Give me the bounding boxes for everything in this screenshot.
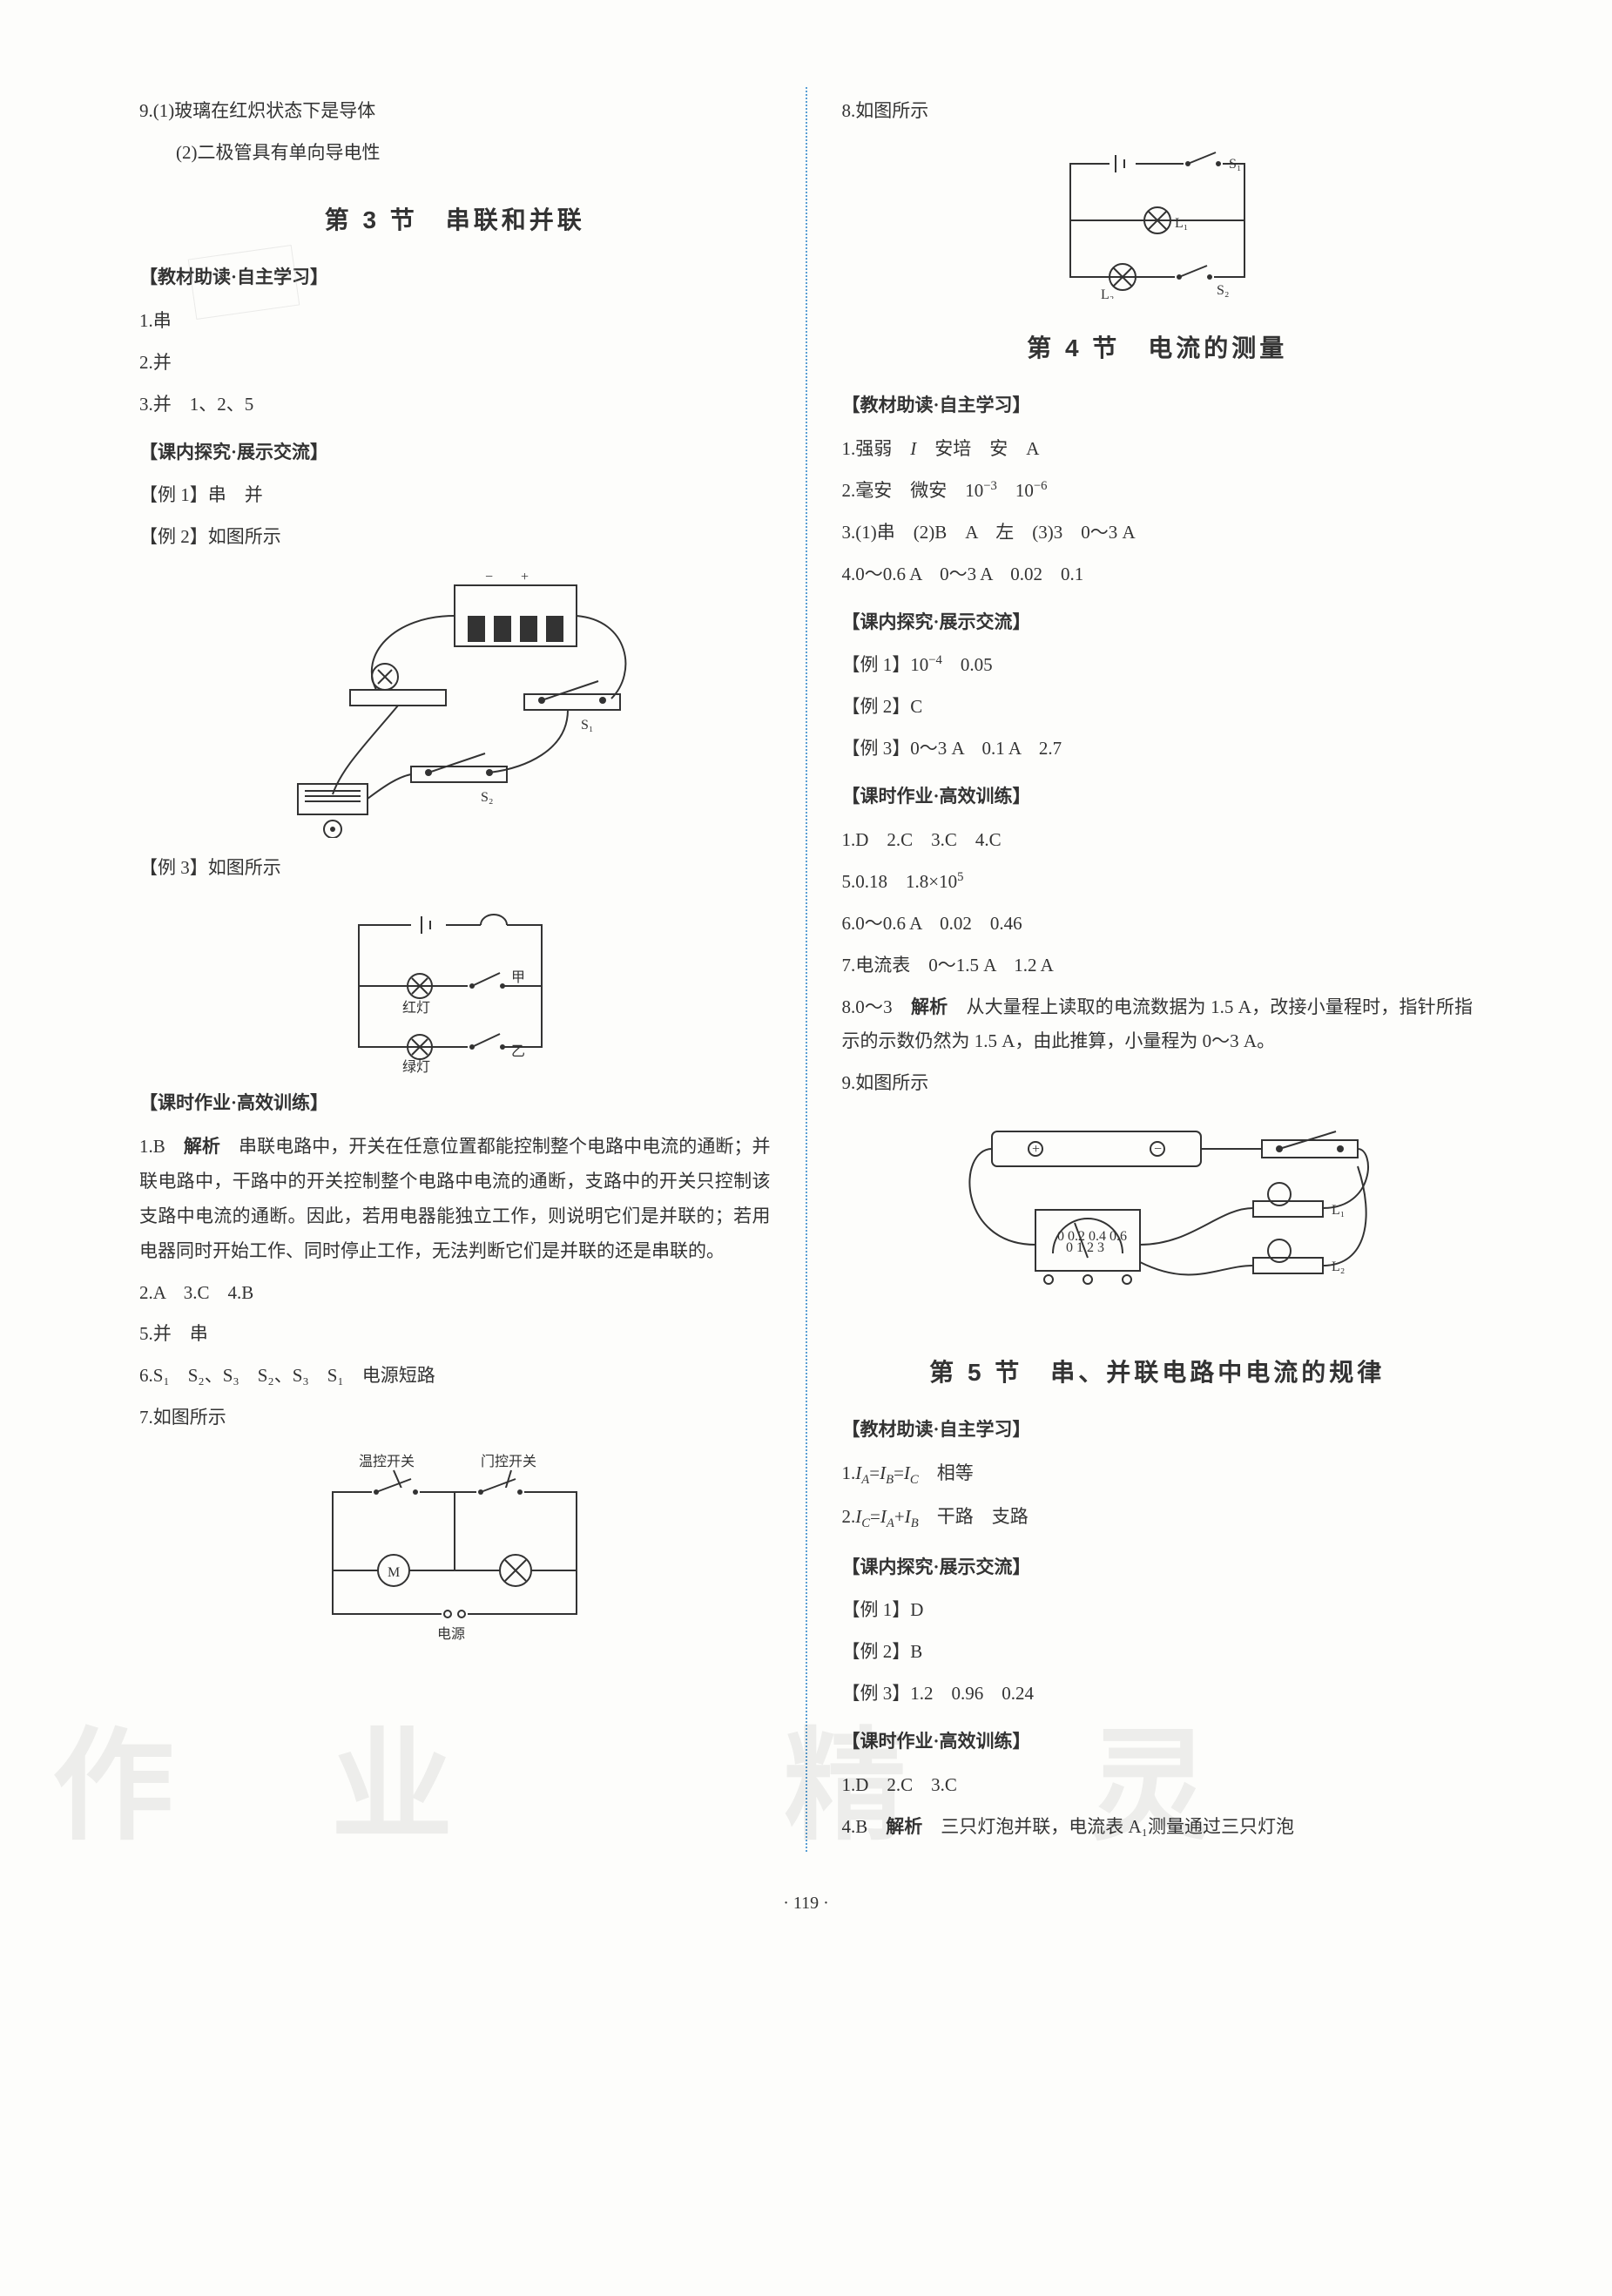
- q9-line1: 9.(1)玻璃在红炽状态下是导体: [139, 94, 771, 129]
- left-a3: 3.并 1、2、5: [139, 388, 771, 422]
- left-ex3: 【例 3】如图所示: [139, 851, 771, 886]
- left-ex2: 【例 2】如图所示: [139, 520, 771, 555]
- s5-c4-prefix: 4.B: [842, 1816, 887, 1837]
- svg-text:M: M: [388, 1565, 400, 1580]
- right-sub-b-header: 【课内探究·展示交流】: [842, 605, 1474, 640]
- c8-label: 解析: [911, 997, 948, 1017]
- fig3-temp-label: 温控开关: [359, 1454, 415, 1469]
- left-c1: 1.B 解析 串联电路中，开关在任意位置都能控制整个电路中电流的通断；并联电路中…: [139, 1130, 771, 1269]
- s5-c4-label: 解析: [886, 1817, 922, 1837]
- right-c1: 1.D 2.C 3.C 4.C: [842, 823, 1474, 858]
- svg-text:S₂: S₂: [481, 790, 493, 805]
- right-a2: 2.毫安 微安 10−3 10−6: [842, 474, 1474, 509]
- s5-a2: 2.IC=IA+IB 干路 支路: [842, 1500, 1474, 1536]
- left-sub-c-header: 【课时作业·高效训练】: [139, 1086, 771, 1121]
- svg-text:S₁: S₁: [581, 718, 593, 733]
- right-c8: 8.0～3 解析 从大量程上读取的电流数据为 1.5 A，改接小量程时，指针所指…: [842, 990, 1474, 1060]
- right-c7: 7.电流表 0～1.5 A 1.2 A: [842, 949, 1474, 983]
- c1-body: 串联电路中，开关在任意位置都能控制整个电路中电流的通断；并联电路中，干路中的开关…: [139, 1136, 771, 1261]
- svg-text:0 1 2 3: 0 1 2 3: [1066, 1240, 1104, 1255]
- circuit-figure-5: + − 0 0.2 0.4 0.6 0 1 2 3 L₁ L₂: [931, 1114, 1384, 1323]
- right-a3: 3.(1)串 (2)B A 左 (3)3 0～3 A: [842, 516, 1474, 550]
- right-c9: 9.如图所示: [842, 1066, 1474, 1101]
- column-divider: [806, 87, 807, 1852]
- fig2-red-label: 红灯: [402, 1000, 430, 1016]
- s5-sub-b-header: 【课内探究·展示交流】: [842, 1550, 1474, 1585]
- left-c2: 2.A 3.C 4.B: [139, 1276, 771, 1311]
- svg-text:− +: − +: [485, 570, 529, 584]
- fig3-door-label: 门控开关: [481, 1454, 536, 1469]
- s5-a1: 1.IA=IB=IC 相等: [842, 1456, 1474, 1493]
- circuit-figure-2: 红灯 甲 绿灯 乙: [324, 899, 585, 1073]
- circuit-figure-1: − + S₁ S₂: [263, 568, 646, 838]
- right-column: 8.如图所示 S₁ L₁ L₂: [816, 87, 1500, 1852]
- fig4-s2: S₂: [1217, 283, 1229, 298]
- s5-ex3: 【例 3】1.2 0.96 0.24: [842, 1677, 1474, 1712]
- right-sub-a-header: 【教材助读·自主学习】: [842, 388, 1474, 423]
- s5-c4: 4.B 解析 三只灯泡并联，电流表 A₁测量通过三只灯泡: [842, 1810, 1474, 1845]
- right-sub-c-header: 【课时作业·高效训练】: [842, 780, 1474, 814]
- s5-sub-a-header: 【教材助读·自主学习】: [842, 1413, 1474, 1448]
- s5-c1: 1.D 2.C 3.C: [842, 1768, 1474, 1803]
- left-column: 9.(1)玻璃在红炽状态下是导体 (2)二极管具有单向导电性 第 3 节 串联和…: [113, 87, 797, 1852]
- left-a2: 2.并: [139, 346, 771, 381]
- svg-text:+: +: [1032, 1142, 1040, 1157]
- left-c6: 6.S₁ S₂、S₃ S₂、S₃ S₁ 电源短路: [139, 1359, 771, 1394]
- s5-sub-c-header: 【课时作业·高效训练】: [842, 1725, 1474, 1759]
- right-a4: 4.0～0.6 A 0～3 A 0.02 0.1: [842, 557, 1474, 592]
- c8-prefix: 8.0～3: [842, 996, 911, 1017]
- fig3-power-label: 电源: [437, 1626, 465, 1642]
- fig2-sw2: 乙: [511, 1044, 525, 1059]
- section-4-title: 第 4 节 电流的测量: [842, 325, 1474, 371]
- c1-prefix: 1.B: [139, 1136, 184, 1157]
- fig4-l2: L₂: [1101, 287, 1114, 299]
- circuit-figure-3: 温控开关 门控开关 M: [298, 1449, 611, 1649]
- right-q8: 8.如图所示: [842, 94, 1474, 129]
- left-c7: 7.如图所示: [139, 1401, 771, 1435]
- right-ex3: 【例 3】0～3 A 0.1 A 2.7: [842, 732, 1474, 766]
- s5-c4-body: 三只灯泡并联，电流表 A₁测量通过三只灯泡: [922, 1816, 1294, 1837]
- fig2-green-label: 绿灯: [402, 1059, 430, 1073]
- section-3-title: 第 3 节 串联和并联: [139, 197, 771, 243]
- q9-line2: (2)二极管具有单向导电性: [139, 136, 771, 171]
- right-a1: 1.强弱 I 安培 安 A: [842, 432, 1474, 467]
- left-ex1: 【例 1】串 并: [139, 478, 771, 513]
- svg-text:−: −: [1154, 1142, 1162, 1157]
- section-5-title: 第 5 节 串、并联电路中电流的规律: [842, 1349, 1474, 1395]
- right-c6: 6.0～0.6 A 0.02 0.46: [842, 907, 1474, 942]
- right-ex2: 【例 2】C: [842, 690, 1474, 725]
- s5-ex1: 【例 1】D: [842, 1593, 1474, 1628]
- fig4-l1: L₁: [1175, 216, 1188, 231]
- c1-label: 解析: [184, 1137, 220, 1157]
- right-ex1: 【例 1】10−4 0.05: [842, 648, 1474, 683]
- right-c5: 5.0.18 1.8×105: [842, 865, 1474, 900]
- left-c5: 5.并 串: [139, 1317, 771, 1352]
- fig4-s1: S₁: [1229, 157, 1241, 172]
- page-container: 9.(1)玻璃在红炽状态下是导体 (2)二极管具有单向导电性 第 3 节 串联和…: [113, 87, 1499, 1852]
- left-sub-b-header: 【课内探究·展示交流】: [139, 436, 771, 470]
- s5-ex2: 【例 2】B: [842, 1635, 1474, 1670]
- circuit-figure-4: S₁ L₁ L₂ S₂: [1027, 142, 1288, 299]
- fig2-sw1: 甲: [511, 970, 525, 985]
- page-number: · 119 ·: [113, 1887, 1499, 1920]
